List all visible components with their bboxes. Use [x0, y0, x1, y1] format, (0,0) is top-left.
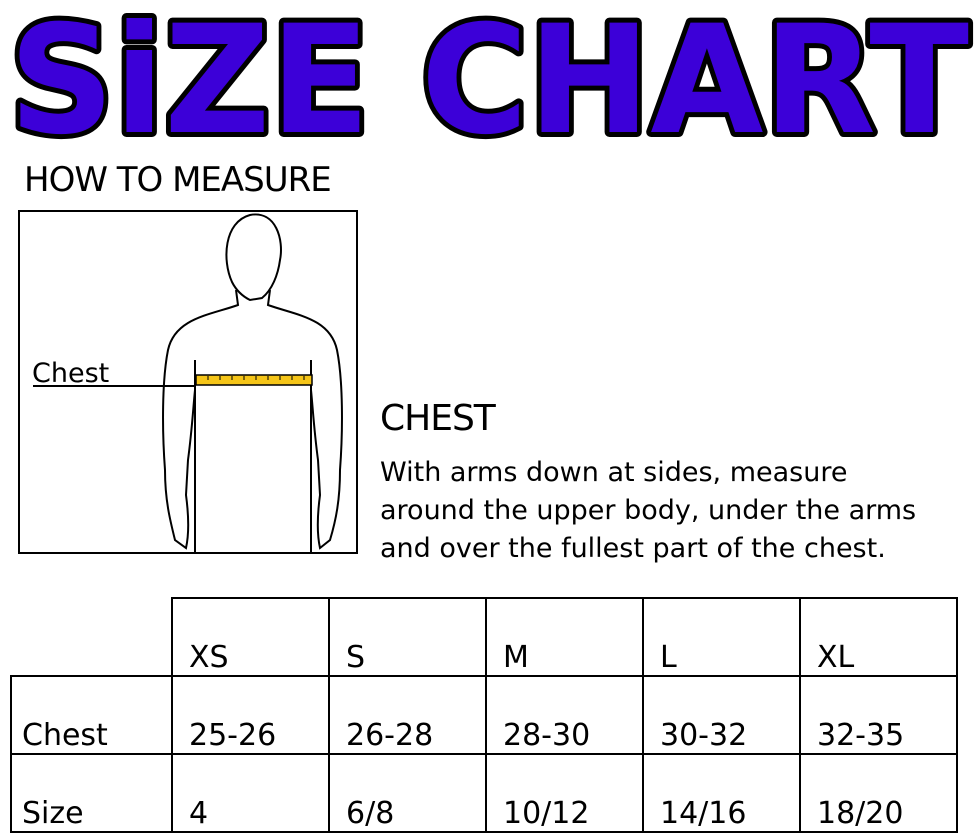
description-line: With arms down at sides, measure [380, 457, 848, 488]
size-header: M [485, 597, 644, 677]
row-label: Chest [10, 675, 173, 755]
table-cell: 4 [171, 753, 330, 833]
table-header-row: XS S M L XL [11, 597, 958, 677]
table-row: Size 4 6/8 10/12 14/16 18/20 [10, 753, 958, 833]
size-chart-title: SiZE CHART [4, 0, 974, 150]
table-cell: 18/20 [799, 753, 958, 833]
table-row: Chest 25-26 26-28 28-30 30-32 32-35 [10, 675, 958, 755]
description-line: around the upper body, under the arms [380, 495, 917, 526]
table-cell: 6/8 [328, 753, 487, 833]
chest-heading: CHEST [380, 398, 496, 439]
size-header: XL [799, 597, 958, 677]
table-cell: 32-35 [799, 675, 958, 755]
measure-figure: Chest [18, 210, 358, 554]
size-header: S [328, 597, 487, 677]
table-cell: 26-28 [328, 675, 487, 755]
size-header: XS [171, 597, 330, 677]
size-table: XS S M L XL Chest 25-26 26-28 28-30 30-3… [10, 597, 958, 833]
body-outline-illustration: Chest [32, 213, 343, 552]
table-cell: 30-32 [642, 675, 801, 755]
table-cell: 25-26 [171, 675, 330, 755]
table-cell: 14/16 [642, 753, 801, 833]
description-line: and over the fullest part of the chest. [380, 533, 886, 564]
measuring-tape [195, 374, 313, 386]
row-label: Size [10, 753, 173, 833]
chest-label: Chest [32, 358, 109, 389]
table-cell: 28-30 [485, 675, 644, 755]
how-to-measure-heading: HOW TO MEASURE [24, 160, 332, 200]
size-header: L [642, 597, 801, 677]
title-text: SiZE CHART [9, 0, 969, 150]
chest-description: With arms down at sides, measure around … [380, 454, 978, 568]
table-cell: 10/12 [485, 753, 644, 833]
